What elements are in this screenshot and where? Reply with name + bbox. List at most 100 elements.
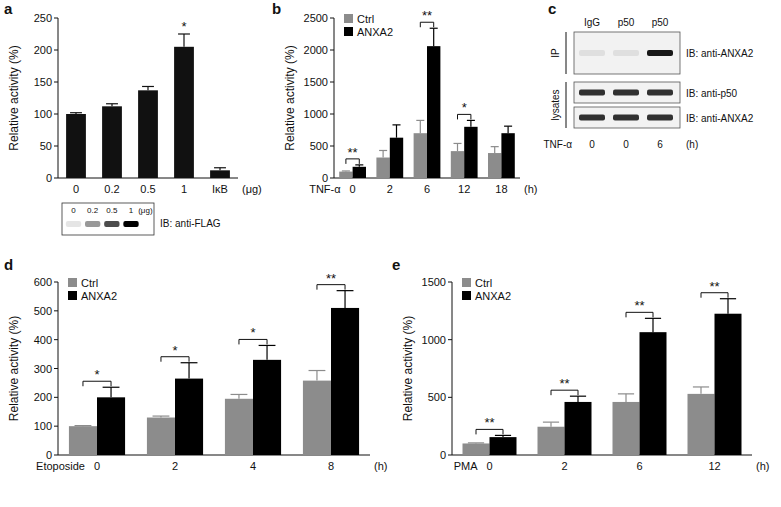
error-cap <box>337 290 354 291</box>
bar <box>715 314 742 455</box>
y-tick-label: 1000 <box>422 334 446 346</box>
y-tick <box>54 82 58 83</box>
legend-swatch <box>344 27 353 36</box>
blot-band <box>647 50 673 56</box>
y-tick <box>54 178 58 179</box>
x-tick-label: 18 <box>495 183 507 195</box>
error-cap <box>259 345 276 346</box>
y-axis-label: Relative activity (%) <box>401 316 415 421</box>
annotation-text: * <box>462 100 467 115</box>
error-cap <box>618 393 634 394</box>
inset-lane-label: 0 <box>71 206 76 215</box>
y-tick <box>54 368 58 369</box>
inset-lane-label: 0.2 <box>87 206 99 215</box>
y-tick-label: 100 <box>34 108 52 120</box>
error-bar <box>231 394 248 398</box>
inset-band <box>123 221 138 227</box>
treatment-label: TNF-α <box>543 139 572 150</box>
error-cap <box>416 120 424 121</box>
error-cap <box>75 425 92 426</box>
y-axis-label: Relative activity (%) <box>7 45 21 150</box>
bar <box>501 133 514 178</box>
panel-label: d <box>4 256 13 273</box>
blot-frame <box>574 82 680 103</box>
panel-label: c <box>548 0 556 17</box>
error-cap <box>543 422 559 423</box>
error-stem <box>396 125 397 138</box>
bar <box>688 394 715 455</box>
bar <box>253 360 281 455</box>
annotation: ** <box>626 298 653 317</box>
error-stem <box>433 28 434 46</box>
error-cap <box>491 146 499 147</box>
legend-swatch <box>68 278 77 287</box>
inset-lane-label: 0.5 <box>106 206 118 215</box>
x-unit-label: (μg) <box>242 183 262 195</box>
legend: CtrlANXA2 <box>344 13 393 38</box>
plot-area <box>66 34 230 178</box>
y-tick <box>330 82 334 83</box>
bar <box>66 114 86 178</box>
y-tick-label: 300 <box>34 363 52 375</box>
inset-frame <box>62 203 154 235</box>
error-bar <box>309 371 326 381</box>
y-tick <box>330 178 334 179</box>
y-tick-label: 1000 <box>304 108 328 120</box>
y-tick <box>448 282 452 283</box>
bar <box>303 381 331 455</box>
error-stem <box>457 143 458 151</box>
error-bar <box>355 165 363 167</box>
error-bar <box>618 394 634 402</box>
row-label: IB: anti-ANXA2 <box>686 113 754 124</box>
error-bar <box>645 318 661 332</box>
lane-label: p50 <box>652 17 669 28</box>
x-tick-label: 2 <box>387 183 393 195</box>
error-bar <box>259 345 276 359</box>
blot-band <box>579 50 605 56</box>
inset-band <box>104 221 119 227</box>
y-axis <box>58 18 59 178</box>
y-tick <box>54 455 58 456</box>
y-tick <box>330 146 334 147</box>
x-tick-label: 4 <box>250 460 256 472</box>
y-axis-label: Relative activity (%) <box>7 316 21 421</box>
error-cap <box>342 170 350 171</box>
error-bar <box>181 363 198 379</box>
y-tick <box>448 339 452 340</box>
y-tick <box>54 146 58 147</box>
legend-swatch <box>462 291 471 300</box>
x-tick-label: 8 <box>328 460 334 472</box>
legend-label: ANXA2 <box>357 26 393 38</box>
chart-d: d0100200300400500600Relative activity (%… <box>4 256 387 472</box>
legend-label: ANXA2 <box>475 290 511 302</box>
y-tick <box>54 18 58 19</box>
error-bar <box>453 143 461 151</box>
error-cap <box>70 112 82 113</box>
x-tick-label: 0.5 <box>140 183 155 195</box>
annotation-text: * <box>94 367 99 382</box>
blot-band <box>613 50 639 56</box>
y-tick-label: 0 <box>46 172 52 184</box>
bar <box>69 426 97 455</box>
error-stem <box>577 396 578 402</box>
blot-panel: cIgGp50p50IB: anti-ANXA2IPIB: anti-p50IB… <box>543 0 753 150</box>
x-tick-label: 12 <box>458 183 470 195</box>
legend-label: ANXA2 <box>81 290 117 302</box>
error-bar <box>543 422 559 427</box>
annotation: ** <box>346 145 359 164</box>
error-cap <box>142 86 154 87</box>
error-stem <box>266 345 267 359</box>
annotation-text: ** <box>709 279 719 294</box>
error-bar <box>491 147 499 153</box>
annotation-text: ** <box>422 8 432 23</box>
error-bar <box>75 425 92 427</box>
error-stem <box>727 299 728 314</box>
group-label: lysates <box>550 89 561 120</box>
y-tick <box>330 114 334 115</box>
x-axis-label: Etoposide <box>36 460 85 472</box>
legend-swatch <box>462 278 471 287</box>
error-cap <box>495 435 511 436</box>
annotation: * <box>161 343 189 362</box>
y-tick-label: 50 <box>40 140 52 152</box>
error-cap <box>430 28 438 29</box>
